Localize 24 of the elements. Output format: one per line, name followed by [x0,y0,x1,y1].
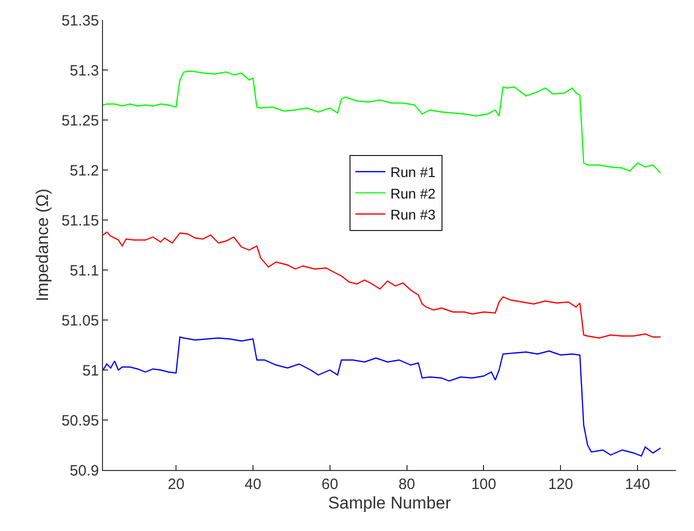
y-tick-label: 50.9 [70,462,99,480]
x-tick-label: 100 [471,476,496,493]
y-axis-title: Impedance (Ω) [33,188,52,302]
legend-label: Run #2 [390,185,436,202]
y-tick-label: 51.2 [70,162,99,180]
x-tick-label: 120 [548,476,574,493]
x-axis-title: Sample Number [328,493,452,512]
legend-label: Run #1 [390,164,436,180]
y-tick-label: 51.15 [61,212,99,230]
x-tick-label: 20 [168,476,184,493]
line-series [103,231,662,339]
y-tick-label: 51 [82,362,99,380]
y-tick-label: 51.25 [61,112,99,130]
line-series [103,336,662,457]
y-tick-label: 51.1 [70,262,99,280]
legend-label: Run #3 [390,206,436,222]
y-tick-label: 51.35 [61,12,99,30]
x-tick-label: 40 [244,476,262,493]
y-tick-label: 51.3 [70,62,99,80]
x-tick-label: 60 [322,476,338,493]
x-tick-label: 80 [398,476,416,493]
y-tick-label: 50.95 [61,412,99,430]
x-tick-label: 140 [625,476,650,493]
y-tick-label: 51.05 [61,312,99,330]
